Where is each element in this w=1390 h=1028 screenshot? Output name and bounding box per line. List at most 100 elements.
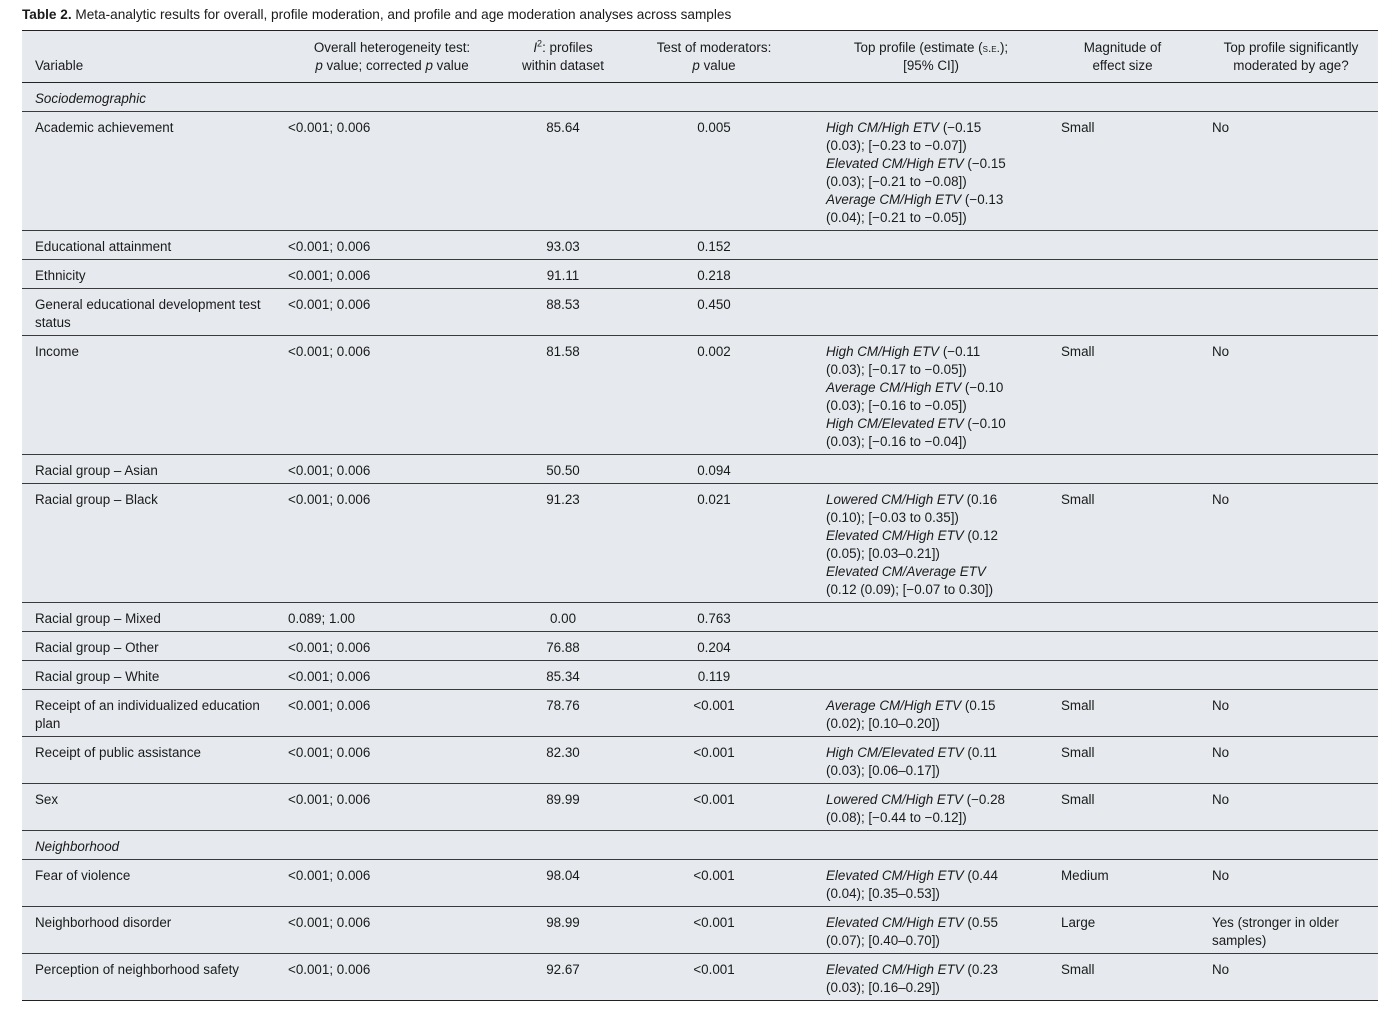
profile-estimate-value: (−0.13	[961, 192, 1004, 207]
profile-estimate-value: (0.11	[963, 745, 997, 760]
moderators-cell: <0.001	[622, 689, 806, 737]
i2-cell: 85.64	[504, 111, 622, 231]
header-moderators: Test of moderators: p value	[622, 30, 806, 83]
magnitude-cell: Medium	[1044, 859, 1192, 907]
profile-ci: (0.12 (0.09); [−0.07 to 0.30])	[826, 582, 994, 597]
table-row: Receipt of public assistance <0.001; 0.00…	[22, 736, 1378, 784]
heterogeneity-cell: <0.001; 0.006	[274, 335, 504, 455]
top-profile-cell	[806, 631, 1044, 661]
heterogeneity-cell: <0.001; 0.006	[274, 736, 504, 784]
profile-estimate: Average CM/High ETV (−0.10 (0.03); [−0.16…	[826, 379, 1036, 415]
age-moderation-cell	[1192, 230, 1378, 260]
variable-cell: Neighborhood disorder	[22, 906, 274, 954]
header-top-profile: Top profile (estimate (s.e.); [95% CI])	[806, 30, 1044, 83]
profile-estimate: Average CM/High ETV (−0.13 (0.04); [−0.21…	[826, 191, 1036, 227]
table-row: Income <0.001; 0.006 81.58 0.002 High CM/Hig…	[22, 335, 1378, 455]
age-moderation-cell	[1192, 454, 1378, 484]
profile-name: Elevated CM/High ETV	[826, 868, 964, 883]
table-row: Racial group – Black <0.001; 0.006 91.23 0.…	[22, 483, 1378, 603]
magnitude-cell: Small	[1044, 335, 1192, 455]
header-variable: Variable	[22, 30, 274, 83]
table-row: Fear of violence <0.001; 0.006 98.04 <0.001…	[22, 859, 1378, 907]
header-age-moderation: Top profile significantly moderated by a…	[1192, 30, 1378, 83]
table-row: Ethnicity <0.001; 0.006 91.11 0.218	[22, 259, 1378, 289]
profile-estimate-value: (−0.15	[939, 120, 982, 135]
profile-estimate: High CM/High ETV (−0.15 (0.03); [−0.23 to…	[826, 119, 1036, 155]
table-label: Table 2.	[22, 7, 72, 22]
profile-ci: (0.03); [−0.16 to −0.04])	[826, 434, 967, 449]
top-profile-cell	[806, 259, 1044, 289]
profile-estimate: Elevated CM/High ETV (0.44 (0.04); [0.35–…	[826, 867, 1036, 903]
moderators-cell: 0.002	[622, 335, 806, 455]
top-profile-cell: Average CM/High ETV (0.15 (0.02); [0.10–0…	[806, 689, 1044, 737]
profile-ci: (0.03); [−0.17 to −0.05])	[826, 362, 967, 377]
profile-estimate: High CM/Elevated ETV (−0.10 (0.03); [−0.1…	[826, 415, 1036, 451]
i2-cell: 89.99	[504, 783, 622, 831]
profile-name: Elevated CM/High ETV	[826, 156, 964, 171]
i2-cell: 0.00	[504, 602, 622, 632]
profile-ci: (0.03); [−0.23 to −0.07])	[826, 138, 967, 153]
magnitude-cell	[1044, 631, 1192, 661]
age-moderation-cell	[1192, 259, 1378, 289]
profile-estimate: Elevated CM/High ETV (0.23 (0.03); [0.16–…	[826, 961, 1036, 997]
age-moderation-cell	[1192, 631, 1378, 661]
magnitude-cell: Large	[1044, 906, 1192, 954]
top-profile-cell: Lowered CM/High ETV (0.16 (0.10); [−0.03 …	[806, 483, 1044, 603]
variable-cell: Educational attainment	[22, 230, 274, 260]
i2-cell: 78.76	[504, 689, 622, 737]
profile-estimate-value: (0.55	[963, 915, 998, 930]
table-row: Racial group – Other <0.001; 0.006 76.88 0.…	[22, 631, 1378, 661]
profile-name: High CM/Elevated ETV	[826, 416, 964, 431]
moderators-cell: <0.001	[622, 736, 806, 784]
profile-name: Elevated CM/High ETV	[826, 528, 964, 543]
heterogeneity-cell: <0.001; 0.006	[274, 906, 504, 954]
profile-name: Average CM/High ETV	[826, 192, 962, 207]
table-row: Racial group – Asian <0.001; 0.006 50.50 0.…	[22, 454, 1378, 484]
variable-cell: Sex	[22, 783, 274, 831]
heterogeneity-cell: <0.001; 0.006	[274, 953, 504, 1001]
variable-cell: Academic achievement	[22, 111, 274, 231]
profile-estimate-value: (0.23	[963, 962, 998, 977]
variable-cell: Perception of neighborhood safety	[22, 953, 274, 1001]
profile-estimate-value: (−0.10	[963, 416, 1006, 431]
variable-cell: Receipt of public assistance	[22, 736, 274, 784]
profile-estimate: Lowered CM/High ETV (−0.28 (0.08); [−0.44…	[826, 791, 1036, 827]
profile-estimate-value: (−0.10	[961, 380, 1004, 395]
profile-estimate: High CM/High ETV (−0.11 (0.03); [−0.17 to…	[826, 343, 1036, 379]
magnitude-cell	[1044, 454, 1192, 484]
magnitude-cell: Small	[1044, 483, 1192, 603]
profile-name: Lowered CM/High ETV	[826, 792, 963, 807]
age-moderation-cell	[1192, 602, 1378, 632]
i2-cell: 81.58	[504, 335, 622, 455]
variable-cell: Racial group – Mixed	[22, 602, 274, 632]
top-profile-cell	[806, 454, 1044, 484]
header-heterogeneity: Overall heterogeneity test: p value; cor…	[274, 30, 504, 83]
i2-cell: 98.04	[504, 859, 622, 907]
heterogeneity-cell: <0.001; 0.006	[274, 454, 504, 484]
top-profile-cell: High CM/High ETV (−0.15 (0.03); [−0.23 to…	[806, 111, 1044, 231]
top-profile-cell: Elevated CM/High ETV (0.44 (0.04); [0.35–…	[806, 859, 1044, 907]
magnitude-cell	[1044, 660, 1192, 690]
heterogeneity-cell: <0.001; 0.006	[274, 230, 504, 260]
top-profile-cell	[806, 230, 1044, 260]
moderators-cell: 0.094	[622, 454, 806, 484]
profile-estimate-value: (0.15	[961, 698, 996, 713]
moderators-cell: 0.021	[622, 483, 806, 603]
profile-name: High CM/Elevated ETV	[826, 745, 964, 760]
top-profile-cell: Elevated CM/High ETV (0.23 (0.03); [0.16–…	[806, 953, 1044, 1001]
top-profile-cell: Lowered CM/High ETV (−0.28 (0.08); [−0.44…	[806, 783, 1044, 831]
profile-estimate-value: (0.12	[963, 528, 998, 543]
i2-cell: 92.67	[504, 953, 622, 1001]
variable-cell: General educational development test sta…	[22, 288, 274, 336]
profile-name: Elevated CM/High ETV	[826, 962, 964, 977]
table-caption: Table 2. Meta-analytic results for overa…	[22, 6, 731, 23]
age-moderation-cell	[1192, 288, 1378, 336]
age-moderation-cell: No	[1192, 111, 1378, 231]
profile-ci: (0.04); [−0.21 to −0.05])	[826, 210, 967, 225]
table-row: Sex <0.001; 0.006 89.99 <0.001 Lowered CM/Hi…	[22, 783, 1378, 831]
profile-estimate-value: (−0.15	[963, 156, 1006, 171]
moderators-cell: 0.450	[622, 288, 806, 336]
moderators-cell: <0.001	[622, 783, 806, 831]
profile-ci: (0.05); [0.03–0.21])	[826, 546, 940, 561]
section-heading: Neighborhood	[22, 830, 1378, 860]
